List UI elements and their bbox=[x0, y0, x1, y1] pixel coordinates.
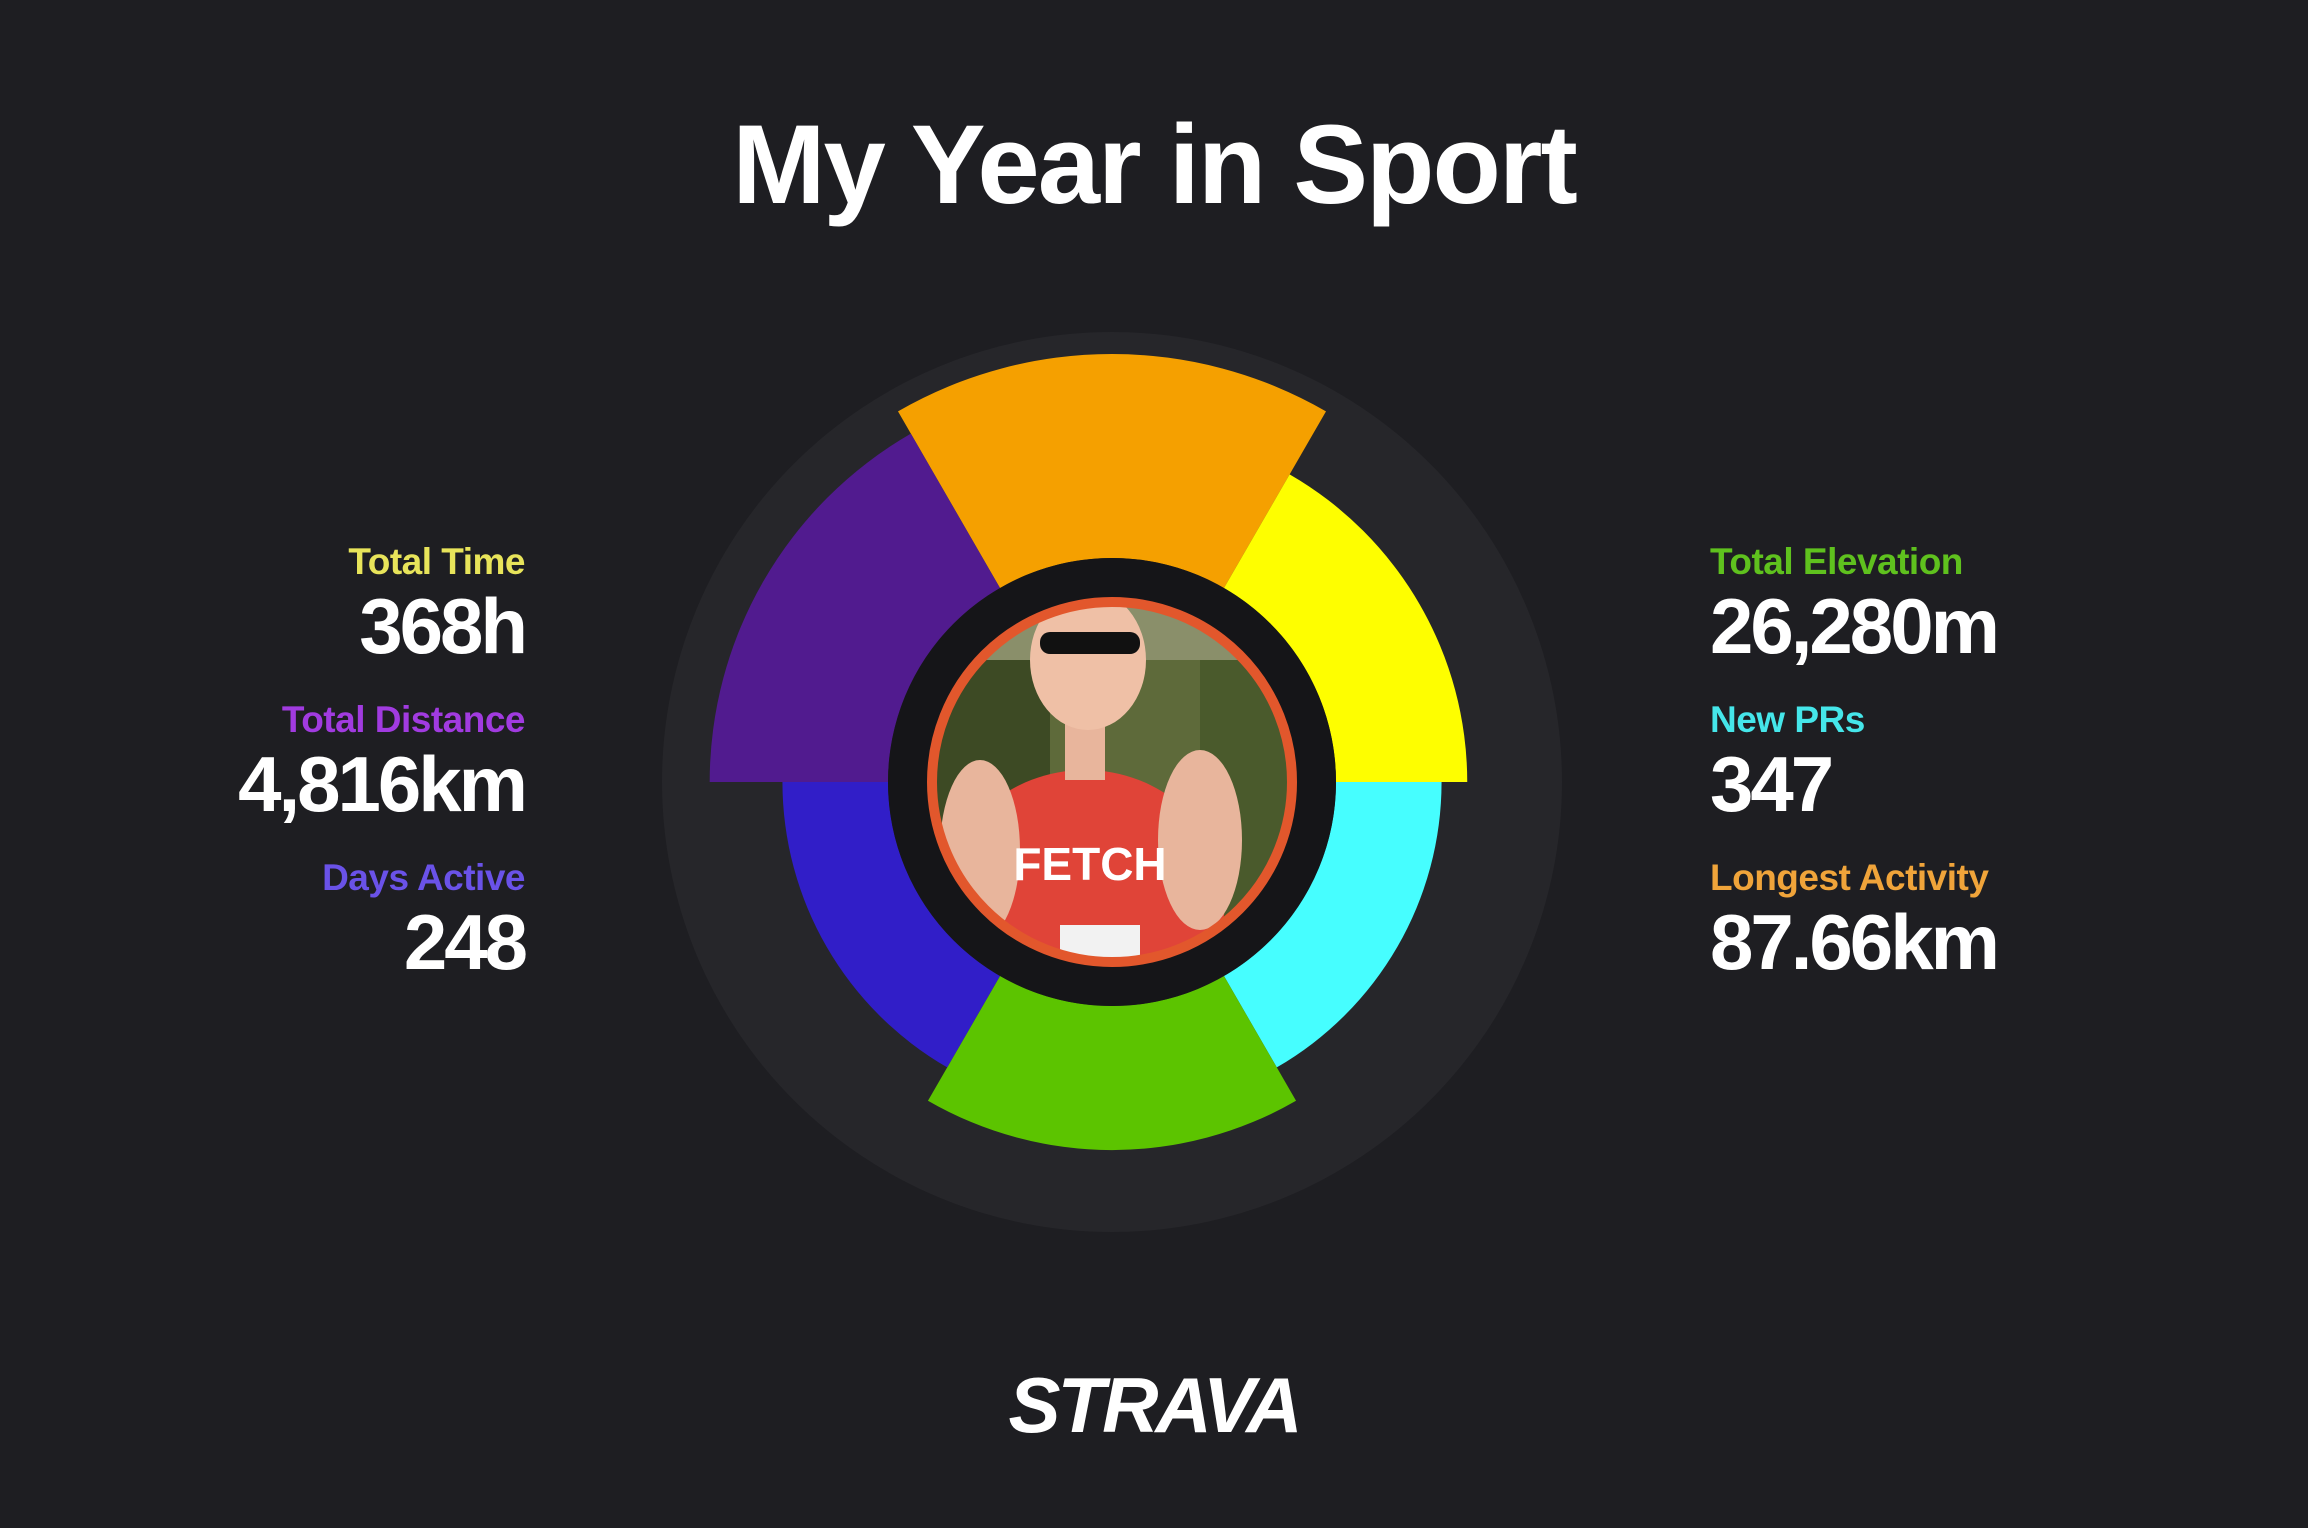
runner-right-arm bbox=[1158, 750, 1242, 930]
profile-photo: FETCH bbox=[936, 606, 1288, 958]
race-bib bbox=[1060, 925, 1140, 958]
stat-value: 4,816km bbox=[238, 740, 528, 828]
stat-days-active: Days Active 248 bbox=[0, 856, 528, 1014]
ring-segment-cyan bbox=[1224, 782, 1442, 1068]
sunglasses-icon bbox=[1040, 632, 1140, 654]
right-stats-column: Total Elevation 26,280m New PRs 347 Long… bbox=[1710, 540, 2270, 1014]
stat-longest-activity: Longest Activity 87.66km bbox=[1710, 856, 2270, 1014]
stat-value: 368h bbox=[359, 582, 528, 670]
ring-segment-green bbox=[927, 975, 1297, 1151]
stat-label: Days Active bbox=[322, 857, 525, 898]
stat-label: New PRs bbox=[1710, 699, 1865, 740]
runner-face bbox=[1030, 606, 1146, 730]
left-stats-column: Total Time 368h Total Distance 4,816km D… bbox=[0, 540, 528, 1014]
stat-value: 26,280m bbox=[1710, 582, 2000, 670]
stat-value: 87.66km bbox=[1710, 898, 2000, 986]
photo-border bbox=[927, 597, 1297, 967]
stat-label: Longest Activity bbox=[1710, 857, 1989, 898]
stat-label: Total Elevation bbox=[1710, 541, 1963, 582]
stat-value: 347 bbox=[1710, 740, 1834, 828]
ring-segment-yellow bbox=[1224, 474, 1468, 782]
stat-total-time: Total Time 368h bbox=[0, 540, 528, 698]
ring-segment-blue bbox=[782, 782, 1000, 1068]
page-title: My Year in Sport bbox=[732, 102, 1578, 227]
stat-total-elevation: Total Elevation 26,280m bbox=[1710, 540, 2270, 698]
strava-logo: STRAVA bbox=[1008, 1361, 1302, 1449]
stat-label: Total Distance bbox=[281, 699, 526, 740]
stat-total-distance: Total Distance 4,816km bbox=[0, 698, 528, 856]
ring-segment-purple bbox=[709, 433, 1000, 782]
ring-segments bbox=[709, 354, 1468, 1151]
stat-value: 248 bbox=[403, 898, 528, 986]
vest-text: FETCH bbox=[1013, 838, 1166, 890]
ring-segment-orange bbox=[898, 354, 1326, 589]
stat-label: Total Time bbox=[348, 541, 525, 582]
stat-new-prs: New PRs 347 bbox=[1710, 698, 2270, 856]
